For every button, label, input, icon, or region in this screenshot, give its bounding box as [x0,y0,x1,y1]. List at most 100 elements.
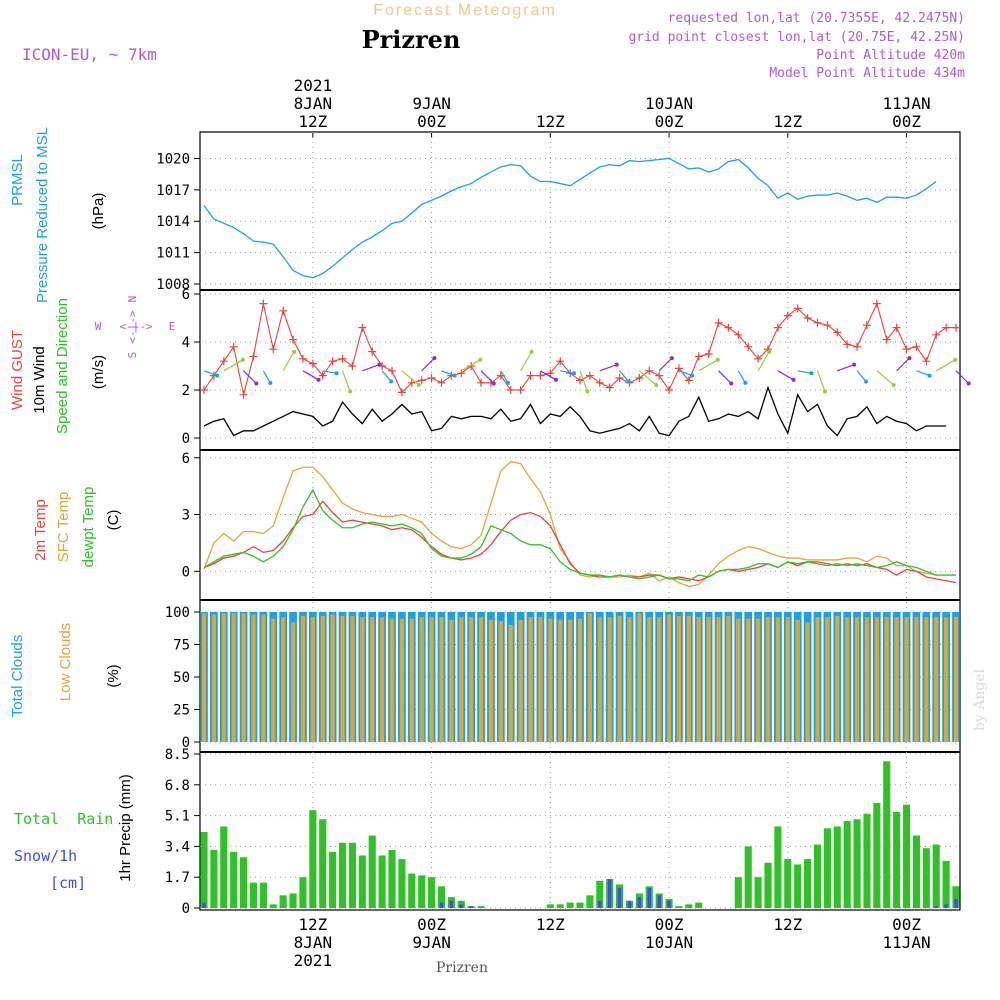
wind-arrow-head [491,381,496,386]
low-cloud-bar [666,614,672,742]
low-cloud-bar [518,619,523,742]
hpa-unit: (hPa) [90,193,107,230]
y-tick-label: 8.5 [165,747,190,763]
wind-arrow [935,359,956,372]
pressure-msl-label: Pressure Reduced to MSL [34,127,51,303]
low-cloud-bar [409,618,414,742]
wind-arrow-head [585,389,590,394]
low-cloud-bar [637,613,642,742]
low-cloud-bar [429,617,434,742]
low-cloud-bar [736,618,741,742]
gust-marker [585,371,594,380]
wind-arrow [737,370,746,384]
low-cloud-bar [231,613,236,742]
gust-marker [773,323,782,332]
wind-arrow-head [767,349,772,354]
gust-marker [576,376,584,385]
top-time-label: 12Z [536,112,565,131]
point-altitude: Point Altitude 420m [816,48,965,63]
model-altitude: Model Point Altitude 434m [769,66,965,81]
gust-marker [823,321,832,330]
gust-marker [862,321,871,330]
rain-bar [774,826,782,908]
compass-v-arrow: <-|-> [126,310,139,343]
rain-bar [269,904,277,908]
gust-marker [407,378,416,387]
rain-bar [556,904,564,908]
chart-marks [200,158,971,908]
low-cloud-bar [330,614,335,742]
snow-label: Snow/1h [14,847,77,865]
gust-marker [427,374,436,382]
rain-bar [843,821,851,908]
wind-arrow [698,359,719,372]
rain-bar [744,846,752,908]
low-cloud-bar [419,617,424,742]
top-time-label: 10JAN [645,94,693,113]
gust-marker [813,318,822,327]
gust-marker [368,347,377,356]
rain-bar [408,873,416,908]
snow-bar [617,888,622,908]
rain-bar [259,882,267,908]
low-cloud-bar [597,617,602,742]
gust-marker [437,378,446,387]
top-time-label: 2021 [294,76,333,95]
snow-bar [202,902,206,908]
rain-bar [922,848,930,908]
low-cloud-bar [785,617,790,742]
low-cloud-bar [835,615,840,742]
gust-marker [328,357,337,366]
rain-bar [437,886,446,908]
gust-marker [843,340,852,349]
wind-speed-line [203,385,947,437]
gust-marker [615,374,624,382]
rain-bar [902,804,911,908]
y-tick-label: 6 [182,451,190,467]
wind-labels: Wind GUST 10m Wind Speed and Direction (… [9,296,175,434]
temp-labels: 2m Temp SFC Temp dewpt Temp (C) [32,487,122,568]
low-cloud-bar [607,617,612,742]
y-tick-label: 6.8 [165,778,190,794]
wind-arrow-head [791,377,796,382]
wind-arrow [223,359,244,372]
low-cloud-bar [934,617,939,742]
bottom-time-label: 12Z [298,915,327,934]
gust-marker [279,306,288,315]
gust-marker [754,354,763,363]
gust-marker [417,376,426,385]
top-time-label: 11JAN [882,94,930,113]
low-cloud-bar [775,617,780,742]
wind-arrow-head [927,373,932,378]
low-cloud-bar [201,613,207,742]
top-time-label: 9JAN [412,94,451,113]
rain-bar [220,826,228,908]
gust-marker [338,354,347,363]
gust-marker [734,330,743,339]
rain-bar [754,877,762,908]
low-cloud-bar [716,617,721,742]
gust-marker [724,323,733,332]
low-cloud-bar [459,617,464,742]
low-cloud-bar [587,613,592,742]
gust-marker [783,311,792,320]
grid-lines [200,132,960,910]
gust-marker [714,318,723,327]
y-tick-label: 100 [165,605,190,621]
low-cloud-bar [696,617,701,742]
gust-marker [348,362,357,370]
rain-bar [586,895,594,908]
low-cloud-bar [360,617,365,742]
wind-arrow-head [215,373,220,378]
rain-bar [784,859,792,908]
rain-bar [576,902,584,908]
rain-bar [813,844,822,908]
low-cloud-bar [944,617,949,742]
low-cloud-bar [290,622,296,742]
wind-arrow-head [864,379,869,384]
low-cloud-bar [657,617,662,742]
faint-title: Forecast Meteogram [373,2,557,19]
wind-arrow-head [953,357,958,362]
pressure-labels: PRMSL Pressure Reduced to MSL (hPa) [9,127,107,303]
low-cloud-bar [894,617,899,742]
